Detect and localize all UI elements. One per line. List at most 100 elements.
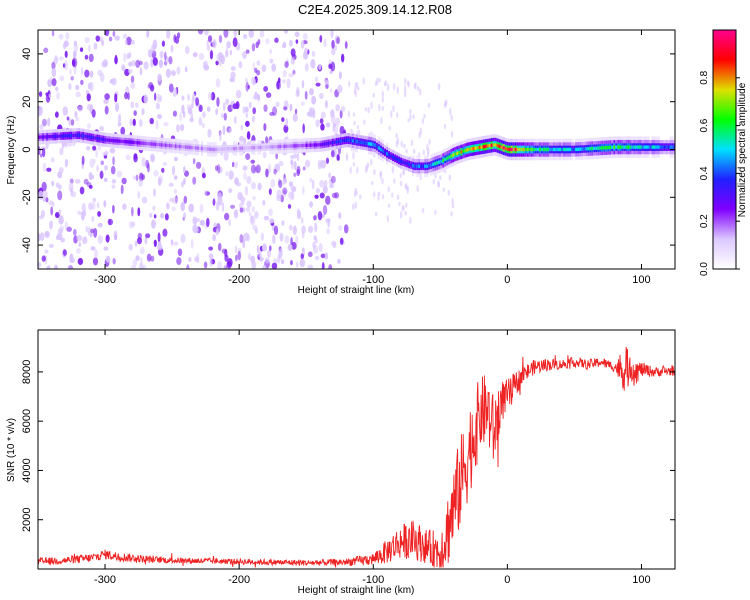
spectrogram-noise-mark (221, 202, 225, 212)
spectrogram-noise-mark (39, 153, 43, 158)
snr-y-ticks: 2000 4000 6000 8000 (21, 360, 675, 532)
spectrogram-ridge-mark (474, 146, 477, 150)
spectrogram-ridge-mark (383, 150, 387, 155)
x-tick-label: 100 (632, 274, 650, 286)
spectrogram-noise-mark (41, 255, 46, 262)
spectrogram-ridge-mark (271, 145, 274, 149)
spectrogram-noise-mark (217, 261, 223, 269)
spectrogram-noise-mark (153, 170, 159, 177)
spectrogram-noise-mark (265, 38, 270, 45)
spectrogram-noise-mark (347, 80, 351, 87)
spectrogram-noise-mark (130, 264, 137, 269)
spectrogram-noise-mark (324, 79, 330, 85)
spectrogram-noise-mark (135, 59, 141, 68)
spectrogram-ridge-mark (100, 137, 103, 141)
spectrogram-noise-mark (38, 106, 43, 116)
spectrogram-noise-mark (108, 36, 113, 42)
spectrogram-ridge-mark (144, 141, 147, 146)
spectrogram-noise-mark (201, 172, 206, 179)
spectrogram-ridge-mark (522, 147, 525, 152)
spectrogram-noise-mark (371, 180, 374, 186)
spectrogram-noise-mark (170, 44, 174, 53)
spectrogram-noise-mark (328, 63, 333, 70)
spectrogram-ridge-mark (510, 147, 513, 152)
spectrogram-noise-mark (93, 227, 98, 238)
spectrogram-noise-mark (315, 187, 320, 194)
spectrogram-noise-mark (162, 228, 168, 237)
spectrogram-noise-mark (304, 63, 309, 72)
spectrogram-ridge-mark (146, 141, 149, 146)
spectrogram-noise-mark (300, 253, 304, 260)
spectrogram-noise-mark (150, 154, 155, 163)
spectrogram-ridge-mark (430, 163, 433, 167)
spectrogram-noise-mark (145, 233, 151, 239)
spectrogram-noise-mark (242, 239, 246, 249)
spectrogram-noise-mark (139, 67, 143, 76)
spectrogram-noise-mark (412, 148, 416, 154)
spectrogram-noise-mark (336, 155, 341, 162)
spectrogram-ridge-mark (561, 147, 564, 152)
spectrogram-noise-mark (133, 110, 137, 116)
spectrogram-noise-mark (357, 129, 361, 135)
spectrogram-noise-mark (355, 81, 359, 88)
spectrogram-noise-mark (251, 115, 256, 123)
spectrogram-noise-mark (302, 186, 305, 195)
spectrogram-ridge-mark (68, 133, 71, 138)
spectrogram-noise-mark (48, 243, 54, 248)
spectrogram-ridge-mark (56, 134, 59, 138)
spectrogram-noise-mark (90, 228, 95, 234)
spectrogram-ridge-mark (605, 145, 608, 150)
spectrogram-noise-mark (423, 113, 426, 119)
spectrogram-ridge-mark (490, 143, 493, 147)
spectrogram-noise-mark (239, 196, 246, 202)
spectrogram-noise-mark (294, 31, 300, 38)
spectrogram-ridge-mark (130, 140, 133, 144)
spectrogram-noise-mark (268, 164, 271, 174)
spectrogram-noise-mark (421, 208, 425, 214)
spectrogram-ridge-mark (617, 145, 620, 149)
spectrogram-noise-mark (283, 189, 287, 197)
spectrogram-ridge-mark (571, 147, 574, 152)
spectrogram-noise-mark (263, 215, 270, 221)
spectrogram-ridge-mark (500, 145, 503, 149)
spectrogram-noise-mark (198, 104, 203, 113)
spectrogram-noise-mark (59, 147, 64, 156)
spectrogram-noise-mark (344, 41, 348, 49)
spectrogram-noise-mark (325, 195, 331, 206)
spectrogram-noise-mark (216, 52, 222, 63)
spectrogram-noise-mark (149, 84, 155, 92)
spectrogram-noise-mark (133, 154, 138, 163)
spectrogram-noise-mark (128, 243, 133, 251)
spectrogram-ridge-mark (432, 162, 435, 166)
spectrogram-ridge-mark (412, 164, 415, 168)
spectrogram-noise-mark (260, 232, 265, 242)
spectrogram-noise-mark (432, 179, 436, 185)
spectrogram-noise-mark (321, 262, 325, 269)
spectrogram-noise-mark (51, 30, 55, 37)
spectrogram-ridge-mark (621, 145, 624, 149)
spectrogram-noise-mark (417, 85, 420, 92)
spectrogram-ridge-mark (569, 147, 572, 152)
spectrogram-noise-mark (218, 166, 223, 174)
spectrogram-ridge-mark (134, 140, 137, 145)
spectrogram-ridge-mark (504, 146, 507, 151)
spectrogram-noise-mark (244, 185, 249, 196)
spectrogram-noise-mark (352, 151, 355, 160)
spectrogram-noise-mark (403, 143, 406, 149)
spectrogram-noise-mark (284, 60, 289, 69)
spectrogram-ridge-mark (148, 142, 151, 146)
spectrogram-ridge-mark (589, 146, 592, 151)
spectrogram-noise-mark (97, 69, 103, 77)
spectrogram-noise-mark (271, 262, 278, 269)
spectrogram-noise-mark (77, 105, 83, 112)
spectrogram-noise-mark (373, 168, 376, 176)
spectrogram-noise-mark (127, 69, 133, 74)
spectrogram-noise-mark (104, 105, 109, 115)
spectrogram-noise-mark (228, 188, 233, 194)
spectrogram-ridge-mark (615, 145, 618, 149)
spectrogram-noise-mark (320, 111, 326, 119)
spectrogram-noise-mark (229, 127, 232, 133)
spectrogram-ridge-mark (345, 138, 348, 142)
spectrogram-noise-mark (336, 37, 340, 45)
spectrogram-ridge-mark (398, 158, 401, 163)
